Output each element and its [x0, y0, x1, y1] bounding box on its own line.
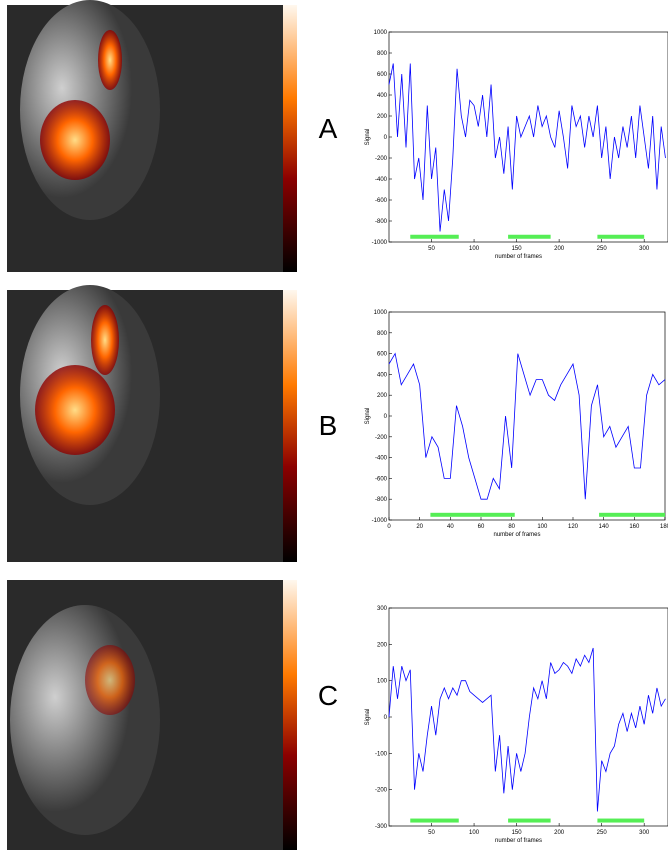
- y-tick-label: 0: [384, 414, 388, 420]
- y-tick-label: 600: [377, 72, 388, 78]
- y-tick-label: 200: [377, 114, 388, 120]
- y-tick-label: -400: [375, 177, 388, 183]
- y-tick-label: -100: [375, 751, 388, 757]
- plot-frame: [388, 31, 668, 243]
- x-axis-label: number of frames: [495, 838, 542, 844]
- x-tick-label: 100: [537, 524, 548, 530]
- panel-label: C: [318, 680, 338, 711]
- stimulus-block: [597, 818, 645, 823]
- y-tick-label: 800: [377, 331, 388, 337]
- x-tick-label: 300: [639, 246, 650, 252]
- y-tick-label: -1000: [372, 518, 388, 524]
- y-tick-label: 1000: [374, 310, 388, 316]
- y-tick-label: 200: [377, 642, 388, 648]
- y-tick-label: 0: [384, 715, 388, 721]
- x-tick-label: 250: [597, 830, 608, 836]
- mri-image-c: [7, 580, 297, 850]
- y-tick-label: -800: [375, 497, 388, 503]
- mri-image-a: [7, 0, 297, 272]
- y-tick-label: 800: [377, 51, 388, 57]
- x-tick-label: 150: [512, 830, 523, 836]
- y-tick-label: 0: [384, 135, 388, 141]
- y-tick-label: 200: [377, 393, 388, 399]
- y-tick-label: -200: [375, 788, 388, 794]
- plot-frame: [388, 607, 668, 827]
- x-tick-label: 200: [554, 830, 565, 836]
- stimulus-block: [508, 234, 551, 239]
- y-axis-label: Signal: [365, 709, 371, 726]
- y-tick-label: 300: [377, 606, 388, 612]
- panel-label: B: [319, 410, 338, 441]
- y-tick-label: -300: [375, 824, 388, 830]
- y-axis-label: Signal: [365, 408, 371, 425]
- stimulus-block: [597, 234, 645, 239]
- y-tick-label: -200: [375, 156, 388, 162]
- signal-line: [388, 63, 666, 232]
- x-tick-label: 140: [599, 524, 610, 530]
- y-tick-label: 400: [377, 93, 388, 99]
- x-tick-label: 40: [447, 524, 454, 530]
- y-tick-label: -800: [375, 219, 388, 225]
- x-tick-label: 50: [428, 830, 435, 836]
- y-tick-label: 1000: [374, 30, 388, 36]
- stimulus-block: [430, 512, 515, 517]
- stimulus-block: [410, 234, 459, 239]
- y-tick-label: 600: [377, 352, 388, 358]
- x-tick-label: 250: [597, 246, 608, 252]
- y-axis-label: Signal: [365, 129, 371, 146]
- x-axis-label: number of frames: [493, 532, 540, 538]
- x-tick-label: 300: [639, 830, 650, 836]
- x-tick-label: 120: [568, 524, 579, 530]
- panel-label: A: [319, 113, 338, 144]
- x-tick-label: 180: [660, 524, 668, 530]
- y-tick-label: -400: [375, 456, 388, 462]
- y-tick-label: -600: [375, 476, 388, 482]
- x-tick-label: 20: [416, 524, 423, 530]
- x-tick-label: 0: [387, 524, 391, 530]
- plot-frame: [388, 311, 666, 521]
- x-axis-label: number of frames: [495, 254, 542, 260]
- x-tick-label: 100: [469, 246, 480, 252]
- stimulus-block: [599, 512, 665, 517]
- y-tick-label: 400: [377, 372, 388, 378]
- signal-line: [388, 647, 666, 812]
- y-tick-label: -1000: [372, 240, 388, 246]
- y-tick-label: -600: [375, 198, 388, 204]
- x-tick-label: 100: [469, 830, 480, 836]
- y-tick-label: -200: [375, 435, 388, 441]
- x-tick-label: 60: [478, 524, 485, 530]
- y-tick-label: 100: [377, 679, 388, 685]
- mri-image-b: [7, 285, 297, 562]
- x-tick-label: 150: [512, 246, 523, 252]
- x-tick-label: 160: [629, 524, 640, 530]
- x-tick-label: 50: [428, 246, 435, 252]
- x-tick-label: 80: [508, 524, 515, 530]
- stimulus-block: [410, 818, 459, 823]
- x-tick-label: 200: [554, 246, 565, 252]
- stimulus-block: [508, 818, 551, 823]
- signal-line: [388, 352, 666, 500]
